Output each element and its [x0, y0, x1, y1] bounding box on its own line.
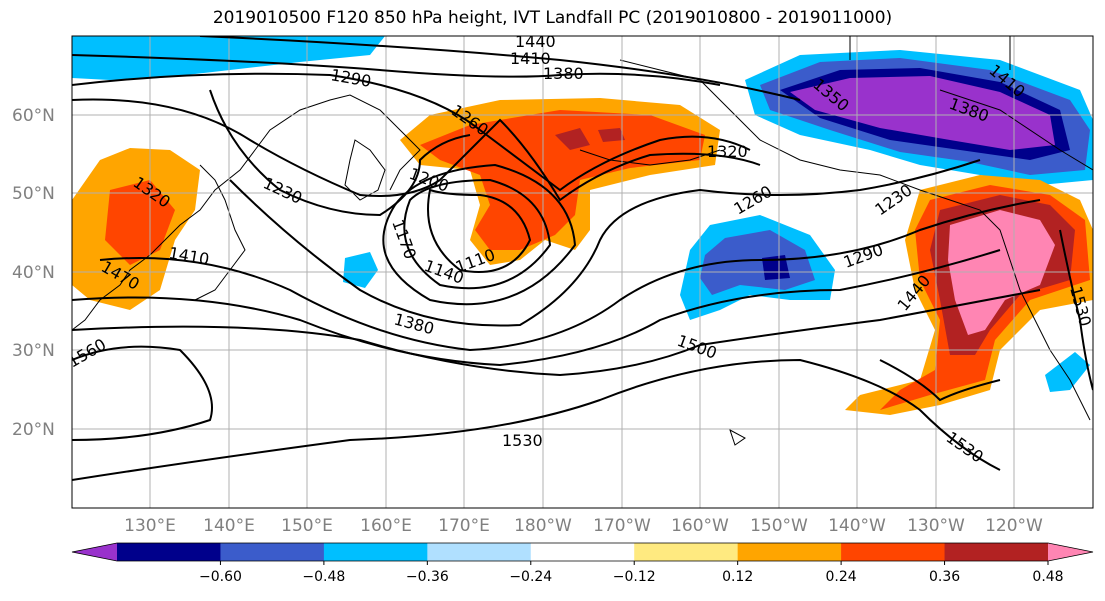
- latitude-labels: 60°N 50°N 40°N 30°N 20°N: [12, 106, 55, 440]
- contour-line: [209, 89, 471, 217]
- contour-line: [382, 163, 577, 306]
- contour-line: [427, 188, 532, 273]
- contour-line: [72, 72, 751, 192]
- colorbar-tick-label: −0.48: [302, 569, 345, 585]
- lon-label-160e: 160°E: [360, 516, 412, 536]
- borders: [849, 36, 1093, 171]
- colorbar-tick-label: 0.24: [826, 569, 857, 585]
- colorbar-segment: [220, 543, 325, 561]
- shade-negative-160e: [343, 252, 378, 288]
- hawaii-coast: [729, 428, 746, 446]
- colorbar-segment: [117, 543, 221, 561]
- lon-label-130w: 130°W: [907, 516, 965, 536]
- colorbar-tick-label: 0.48: [1032, 569, 1063, 585]
- lon-label-180w: 180°W: [514, 516, 572, 536]
- colorbar-extend-max: [1048, 543, 1093, 561]
- contour-line: [72, 98, 761, 202]
- lon-label-120w: 120°W: [985, 516, 1043, 536]
- contour-label: 1440: [515, 32, 556, 51]
- shade-positive-bering-core: [420, 110, 705, 250]
- north-america-coast: [619, 59, 1091, 421]
- colorbar-outline: [71, 542, 1094, 562]
- colorbar-tick-label: 0.12: [722, 569, 753, 585]
- contour-label: 1380: [543, 64, 584, 83]
- contour-line: [72, 289, 1041, 377]
- lon-label-170w: 170°W: [593, 516, 651, 536]
- colorbar-segment: [427, 543, 532, 561]
- shade-negative-baja: [1045, 352, 1090, 392]
- contour-label: 1410: [510, 49, 551, 68]
- shade-positive-asia-core: [105, 180, 175, 265]
- lat-label-60n: 60°N: [12, 106, 55, 126]
- colorbar-segment: [944, 543, 1049, 561]
- colorbar-tick-label: −0.12: [613, 569, 656, 585]
- contour-line: [72, 249, 1001, 367]
- contour-label: 1320: [707, 142, 748, 161]
- lat-label-40n: 40°N: [12, 263, 55, 283]
- asia-coast: [72, 94, 421, 331]
- lat-label-30n: 30°N: [12, 341, 55, 361]
- map-title: 2019010500 F120 850 hPa height, IVT Land…: [212, 8, 893, 28]
- shade-negative-central-pacific-max: [762, 255, 790, 280]
- colorbar-segments: [71, 542, 1094, 562]
- japan-coast: [194, 164, 246, 301]
- colorbar-segment: [737, 543, 842, 561]
- contour-line: [879, 359, 1001, 402]
- contour-line: [403, 178, 552, 290]
- map-frame: [71, 35, 1094, 509]
- contour-label: 1530: [502, 431, 543, 450]
- colorbar-tick-label: 0.36: [929, 569, 960, 585]
- contour-line: [72, 358, 1001, 481]
- contour-line: [72, 345, 213, 441]
- lon-label-170e: 170°E: [438, 516, 490, 536]
- contour-line: [1059, 229, 1093, 391]
- map-area: 1440 1410 1380 1290 1260 1320 1230 1200 …: [72, 32, 1093, 508]
- colorbar-segment: [841, 543, 946, 561]
- shade-negative-central-pacific-mid: [700, 230, 815, 295]
- longitude-labels: 130°E 140°E 150°E 160°E 170°E 180°W 170°…: [124, 516, 1043, 536]
- colorbar-tick-label: −0.24: [509, 569, 552, 585]
- shade-positive-bering-max1: [555, 128, 590, 150]
- colorbar-segment: [530, 543, 635, 561]
- height-contours: [72, 36, 1093, 481]
- colorbar-extend-min: [72, 543, 117, 561]
- colorbar-tick-label: −0.36: [406, 569, 449, 585]
- contour-line: [99, 199, 1041, 352]
- lon-label-130e: 130°E: [124, 516, 176, 536]
- lat-label-50n: 50°N: [12, 184, 55, 204]
- contour-line: [199, 36, 801, 101]
- colorbar-tick-label: −0.60: [199, 569, 242, 585]
- lon-label-140w: 140°W: [828, 516, 886, 536]
- lon-label-160w: 160°W: [671, 516, 729, 536]
- colorbar-segment: [323, 543, 428, 561]
- lon-label-140e: 140°E: [203, 516, 255, 536]
- contour-line: [72, 54, 721, 86]
- contour-line: [229, 159, 981, 327]
- coastlines: [72, 36, 1093, 446]
- shade-positive-bering-max2: [598, 128, 625, 142]
- shade-negative-alaska-max: [790, 76, 1055, 150]
- colorbar-ticks: −0.60 −0.48 −0.36 −0.24 −0.12 0.12 0.24 0.36 0.4…: [199, 561, 1064, 585]
- colorbar: −0.60 −0.48 −0.36 −0.24 −0.12 0.12 0.24 0.36 0.4…: [71, 542, 1094, 585]
- lon-label-150w: 150°W: [750, 516, 808, 536]
- lon-label-150e: 150°E: [281, 516, 333, 536]
- colorbar-segment: [634, 543, 739, 561]
- lat-label-20n: 20°N: [12, 420, 55, 440]
